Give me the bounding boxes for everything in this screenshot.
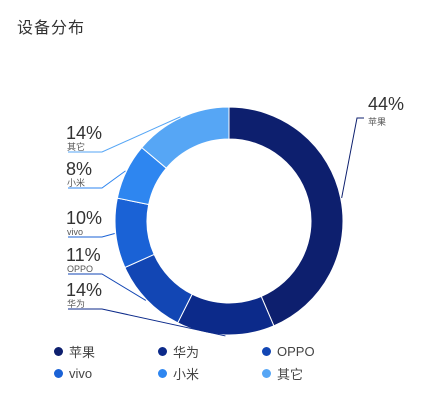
legend-label: 苹果 bbox=[69, 344, 96, 360]
legend-item[interactable]: 苹果 bbox=[54, 343, 158, 360]
legend-dot-icon bbox=[54, 346, 63, 356]
slice-category-label-0: 苹果 bbox=[368, 116, 386, 127]
legend-dot-icon bbox=[158, 346, 167, 356]
legend-dot-icon bbox=[158, 368, 167, 378]
slice-percent-label-0: 44% bbox=[368, 94, 404, 114]
slice-category-label-1: 华为 bbox=[67, 298, 85, 309]
slice-category-label-4: 小米 bbox=[67, 177, 85, 188]
slice-2[interactable] bbox=[124, 253, 193, 324]
legend-dot-icon bbox=[262, 346, 271, 356]
leader-line-5 bbox=[68, 116, 181, 153]
chart-title: 设备分布 bbox=[17, 20, 86, 37]
legend-label: 其它 bbox=[277, 366, 304, 382]
slice-category-label-5: 其它 bbox=[67, 141, 85, 152]
leader-line-2 bbox=[68, 273, 147, 301]
legend-item[interactable]: 小米 bbox=[158, 365, 262, 382]
legend-dot-icon bbox=[262, 368, 271, 378]
slice-category-label-2: OPPO bbox=[67, 264, 93, 274]
leader-line-4 bbox=[68, 170, 126, 189]
legend-label: vivo bbox=[69, 365, 93, 381]
slice-percent-label-5: 14% bbox=[66, 123, 102, 143]
leader-line-1 bbox=[68, 308, 226, 337]
legend-item[interactable]: OPPO bbox=[262, 343, 366, 359]
legend-dot-icon bbox=[54, 368, 63, 378]
slice-category-label-3: vivo bbox=[67, 227, 83, 237]
legend-label: 小米 bbox=[173, 366, 200, 382]
slice-percent-label-1: 14% bbox=[66, 280, 102, 300]
legend-item[interactable]: 其它 bbox=[262, 365, 366, 382]
leader-line-3 bbox=[68, 233, 115, 238]
legend-label: OPPO bbox=[277, 343, 315, 359]
leader-line-0 bbox=[341, 117, 364, 199]
slice-percent-label-4: 8% bbox=[66, 159, 92, 179]
legend-item[interactable]: vivo bbox=[54, 365, 158, 381]
slice-percent-label-2: 11% bbox=[66, 245, 101, 265]
legend-label: 华为 bbox=[173, 344, 200, 360]
slice-0[interactable] bbox=[228, 106, 344, 327]
slice-percent-label-3: 10% bbox=[66, 208, 102, 228]
slice-5[interactable] bbox=[141, 106, 230, 169]
chart-legend: 苹果 华为 OPPO vivo 小米 其它 bbox=[54, 343, 434, 382]
slice-3[interactable] bbox=[114, 197, 155, 269]
legend-item[interactable]: 华为 bbox=[158, 343, 262, 360]
